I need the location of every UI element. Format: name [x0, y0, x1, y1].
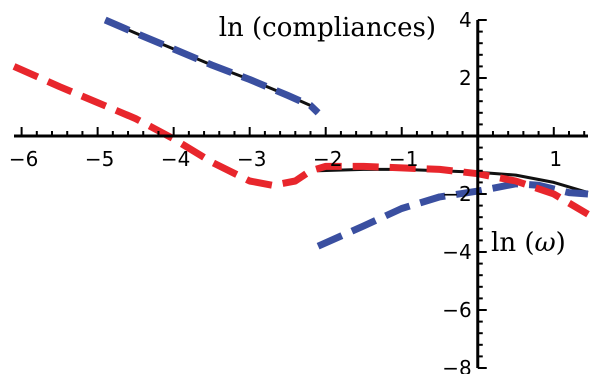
y-tick-label: −6: [442, 298, 471, 322]
x-tick-label: −6: [9, 147, 38, 171]
x-axis-title: ln (ω): [491, 228, 566, 258]
x-axis-title-variable: ω: [534, 228, 555, 258]
x-tick-label: −5: [85, 147, 114, 171]
y-tick-label: −8: [442, 356, 471, 374]
y-tick-label: −2: [442, 182, 471, 206]
x-tick-label: −4: [161, 147, 190, 171]
series-2-segment-1: [103, 16, 321, 116]
y-tick-label: 2: [459, 66, 472, 90]
x-axis-title-suffix: ): [556, 228, 566, 258]
axes: −6 −5 −4 −3 −2 −1 1 4 2 −2 −4 −6 −8: [9, 8, 588, 374]
series-layer: [12, 16, 590, 250]
y-tick-label: 4: [459, 8, 472, 32]
x-tick-label: −1: [389, 147, 418, 171]
y-axis-title: ln (compliances): [219, 13, 436, 43]
x-tick-label: −2: [313, 147, 342, 171]
x-tick-label: 1: [549, 147, 562, 171]
series-3-segment-1: [12, 63, 590, 218]
x-axis-title-prefix: ln (: [491, 228, 534, 258]
y-tick-label: −4: [442, 240, 471, 264]
x-tick-label: −3: [237, 147, 266, 171]
